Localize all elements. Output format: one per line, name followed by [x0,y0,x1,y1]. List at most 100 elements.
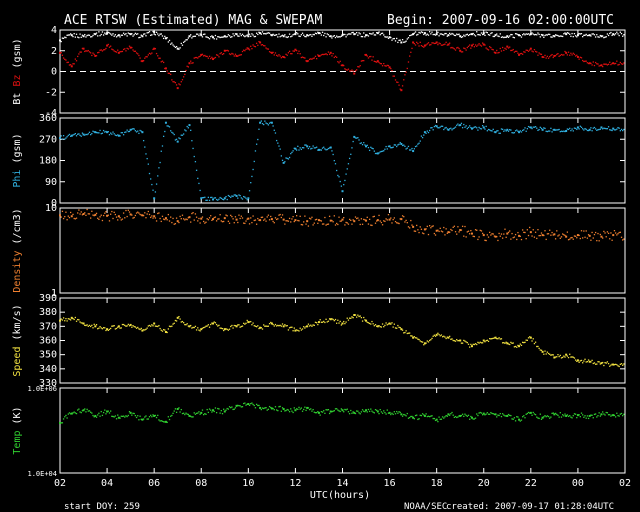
trace-dot [127,209,129,211]
trace-dot [570,129,572,132]
data-point-phi [247,197,250,200]
trace-dot [444,234,446,236]
trace-dot [307,225,310,227]
trace-dot [93,33,95,35]
trace-dot [91,210,93,212]
data-point-bz [259,41,262,44]
trace-dot [138,132,140,135]
trace-dot [489,337,491,340]
data-point-phi [423,131,426,134]
trace-dot [491,48,493,51]
trace-dot [178,137,180,139]
trace-dot [580,359,583,362]
trace-dot [446,35,448,37]
trace-dot [243,222,245,224]
trace-dot [532,126,534,128]
trace-dot [308,146,311,148]
trace-dot [223,408,225,410]
trace-dot [582,35,584,38]
trace-dot [164,35,166,38]
trace-dot [272,220,274,223]
trace-dot [317,323,319,326]
trace-dot [596,416,598,418]
data-point-temp [223,410,226,413]
trace-dot [451,338,453,340]
trace-dot [473,343,476,346]
trace-dot [547,415,550,418]
data-point-bz [294,48,297,51]
trace-dot [98,218,100,221]
trace-dot [380,221,383,224]
trace-dot [291,410,293,412]
trace-dot [87,133,89,135]
trace-dot [557,235,559,237]
trace-dot [324,321,326,324]
trace-dot [460,414,463,417]
trace-dot [533,34,536,36]
trace-dot [60,40,62,43]
trace-dot [132,35,134,37]
trace-dot [287,52,290,54]
trace-dot [354,216,357,218]
trace-dot [285,325,287,327]
data-point-bz [188,62,191,65]
trace-dot [465,125,467,127]
trace-dot [514,130,517,132]
series-density [59,208,625,242]
trace-dot [392,146,394,148]
trace-dot [311,147,313,150]
trace-dot [457,123,459,125]
trace-dot [333,35,335,37]
trace-dot [345,321,347,323]
trace-dot [584,415,586,417]
trace-dot [101,414,104,417]
y-axis-title-part: Phi [12,170,23,188]
trace-dot [569,54,571,56]
trace-dot [254,150,257,152]
trace-dot [174,82,177,84]
trace-dot [519,130,521,132]
trace-dot [406,332,408,335]
trace-dot [191,140,193,142]
data-point-speed [212,322,215,325]
trace-dot [550,36,552,38]
trace-dot [204,326,206,328]
data-point-bz [153,47,156,50]
trace-dot [121,323,124,326]
trace-dot [477,238,479,241]
trace-dot [610,415,612,417]
trace-dot [248,404,251,407]
trace-dot [403,41,405,43]
trace-dot [61,210,64,213]
trace-dot [547,130,550,132]
trace-dot [457,226,459,228]
trace-dot [386,148,388,150]
trace-dot [467,343,470,345]
trace-dot [304,57,306,59]
trace-dot [125,33,127,35]
trace-dot [385,218,387,220]
trace-dot [461,225,464,227]
trace-dot [191,212,193,215]
data-point-bt [164,37,167,40]
trace-dot [519,235,521,238]
data-point-density [94,213,97,216]
data-point-bz [494,51,497,54]
trace-dot [145,153,147,155]
trace-dot [551,131,553,133]
trace-dot [413,42,416,45]
data-point-density [306,220,309,223]
trace-dot [272,33,274,36]
trace-dot [403,216,405,218]
trace-dot [396,410,398,413]
data-point-bz [270,51,273,54]
trace-dot [133,128,135,130]
trace-dot [246,403,248,405]
trace-dot [113,211,115,213]
data-point-speed [259,326,262,329]
trace-dot [594,128,597,130]
trace-dot [405,71,407,73]
data-point-bz [553,54,556,57]
trace-dot [117,35,119,37]
trace-dot [293,220,295,223]
